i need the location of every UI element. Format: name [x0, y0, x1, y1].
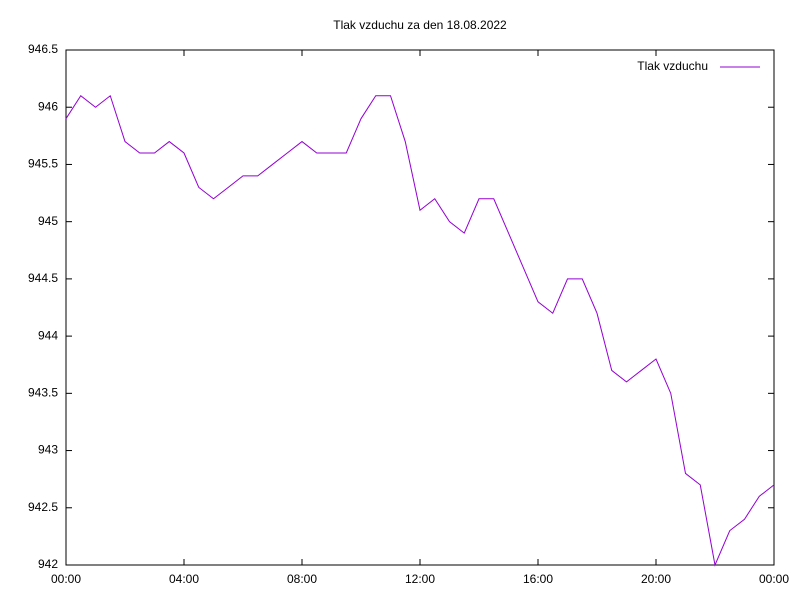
y-tick-label: 946 — [38, 99, 58, 113]
x-tick-label: 00:00 — [759, 572, 789, 586]
y-tick-label: 946.5 — [28, 42, 58, 56]
y-tick-label: 942 — [38, 557, 58, 571]
x-tick-label: 16:00 — [523, 572, 553, 586]
y-tick-label: 944 — [38, 328, 58, 342]
legend-label: Tlak vzduchu — [637, 59, 708, 73]
x-tick-label: 00:00 — [51, 572, 81, 586]
y-tick-label: 944.5 — [28, 271, 58, 285]
x-tick-label: 20:00 — [641, 572, 671, 586]
y-tick-label: 943.5 — [28, 386, 58, 400]
x-tick-label: 12:00 — [405, 572, 435, 586]
y-tick-label: 945.5 — [28, 157, 58, 171]
chart-title: Tlak vzduchu za den 18.08.2022 — [333, 18, 507, 32]
x-tick-label: 08:00 — [287, 572, 317, 586]
y-tick-label: 943 — [38, 443, 58, 457]
y-tick-label: 945 — [38, 214, 58, 228]
y-tick-label: 942.5 — [28, 500, 58, 514]
x-tick-label: 04:00 — [169, 572, 199, 586]
line-series — [65, 94, 775, 567]
